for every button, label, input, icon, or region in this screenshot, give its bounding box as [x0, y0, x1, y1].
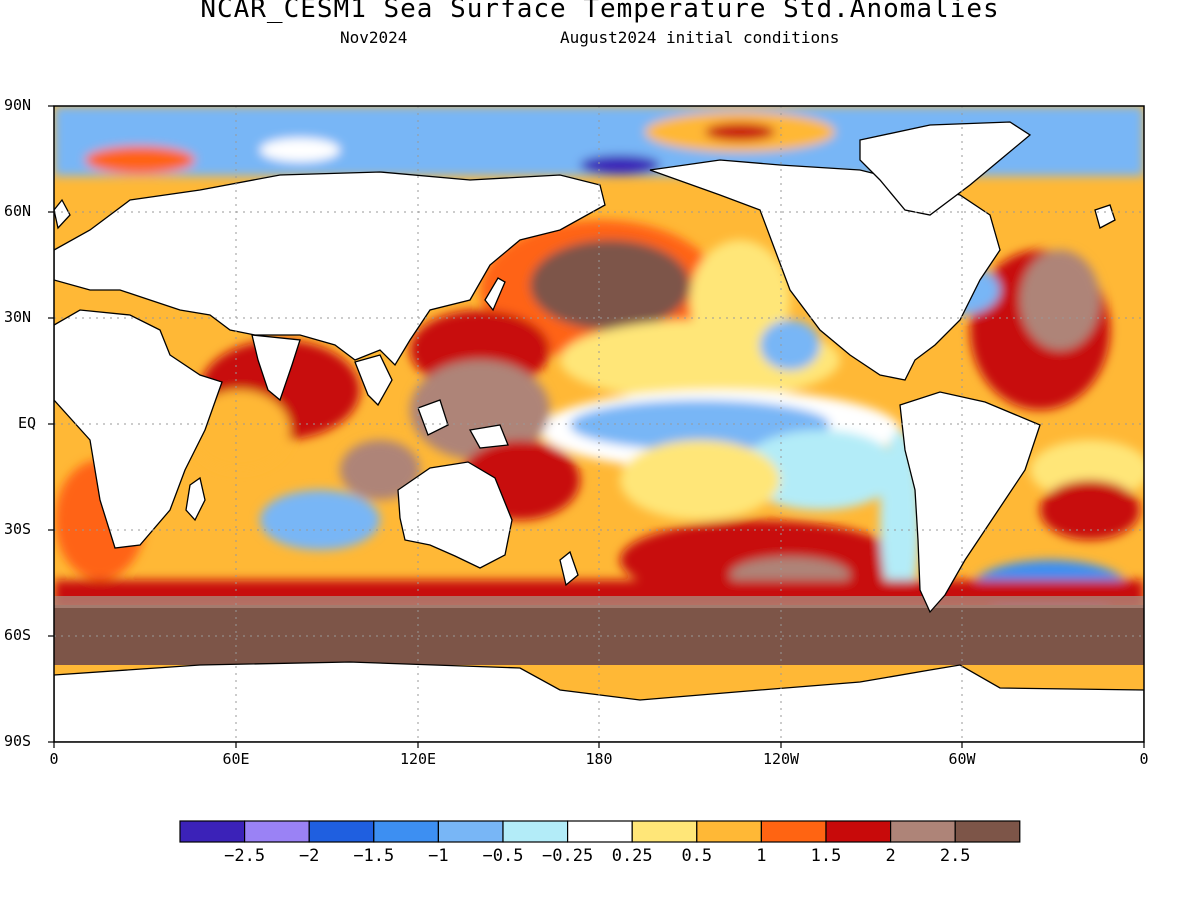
lat-label-60n: 60N — [4, 202, 31, 220]
lon-label-60w: 60W — [948, 750, 975, 768]
colorbar-label: 0.5 — [681, 846, 712, 866]
colorbar-swatch — [374, 821, 439, 842]
colorbar — [180, 821, 1020, 842]
colorbar-label: 0.25 — [612, 846, 653, 866]
colorbar-label: 2.5 — [940, 846, 971, 866]
lat-label-30s: 30S — [4, 520, 31, 538]
lat-label-90n: 90N — [4, 96, 31, 114]
colorbar-swatch — [309, 821, 374, 842]
lon-label-60e: 60E — [222, 750, 249, 768]
colorbar-swatch — [438, 821, 503, 842]
colorbar-swatch — [955, 821, 1020, 842]
colorbar-swatch — [761, 821, 826, 842]
colorbar-label: 1.5 — [811, 846, 842, 866]
colorbar-label: 2 — [885, 846, 895, 866]
colorbar-label: −2.5 — [224, 846, 265, 866]
lat-label-eq: EQ — [18, 414, 36, 432]
colorbar-label: −0.25 — [542, 846, 593, 866]
lon-label-120w: 120W — [763, 750, 799, 768]
colorbar-label: −1 — [428, 846, 448, 866]
colorbar-swatch — [503, 821, 568, 842]
lat-label-30n: 30N — [4, 308, 31, 326]
colorbar-swatch — [568, 821, 633, 842]
lon-label-0-end: 0 — [1139, 750, 1148, 768]
lon-label-180: 180 — [585, 750, 612, 768]
lon-label-120e: 120E — [400, 750, 436, 768]
colorbar-swatch — [245, 821, 310, 842]
colorbar-swatch — [697, 821, 762, 842]
colorbar-label: −2 — [299, 846, 319, 866]
lat-label-90s: 90S — [4, 732, 31, 750]
lat-label-60s: 60S — [4, 626, 31, 644]
colorbar-label: −1.5 — [353, 846, 394, 866]
colorbar-swatch — [826, 821, 891, 842]
colorbar-label: −0.5 — [483, 846, 524, 866]
colorbar-swatch — [180, 821, 245, 842]
colorbar-swatch — [632, 821, 697, 842]
colorbar-label: 1 — [756, 846, 766, 866]
colorbar-swatch — [891, 821, 956, 842]
lon-label-0: 0 — [49, 750, 58, 768]
